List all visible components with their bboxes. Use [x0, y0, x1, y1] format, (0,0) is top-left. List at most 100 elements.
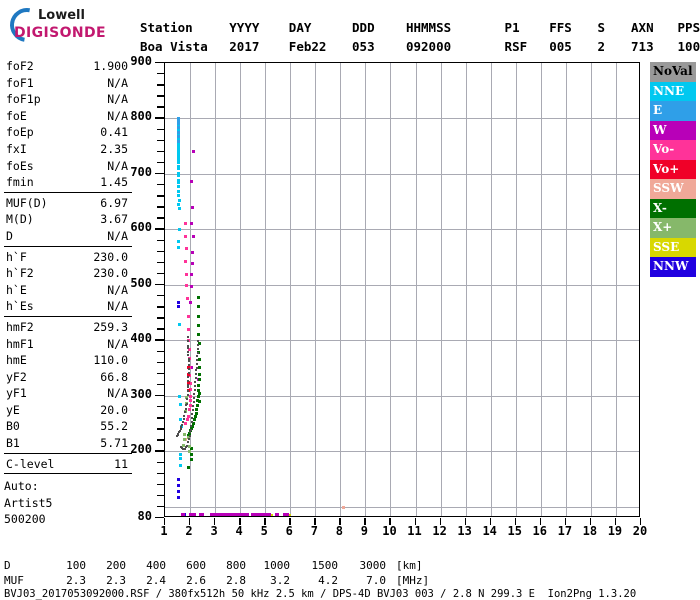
distance-row-value: 600: [186, 559, 206, 572]
distance-row: D 100 200 400 600 800 1000 1500 3000 [km]: [4, 558, 698, 573]
data-point: [186, 414, 190, 418]
x-axis-label: 19: [607, 524, 623, 538]
data-point: [288, 513, 291, 516]
data-point: [177, 154, 181, 158]
legend-item-x-[interactable]: X+: [650, 218, 696, 238]
x-axis-tick: [614, 518, 617, 525]
data-point: [177, 174, 181, 178]
gridline-horizontal: [165, 229, 639, 231]
artist-trace-segment: [188, 438, 191, 441]
param-row: h`F2 230.0: [4, 265, 132, 282]
artist-trace-segment: [180, 445, 183, 448]
x-axis-tick: [314, 518, 316, 525]
artist-trace-segment: [182, 418, 185, 421]
noise-band-segment: [188, 512, 197, 516]
header-label-row-cell: DAY: [288, 20, 312, 35]
y-axis-minor-tick: [157, 139, 164, 142]
param-value: 259.3: [93, 319, 128, 334]
artist-trace-segment: [192, 397, 195, 400]
y-axis-minor-tick: [157, 461, 164, 463]
x-axis-label: 1: [160, 524, 168, 538]
y-axis-minor-tick: [157, 239, 164, 241]
legend-item-w[interactable]: W: [650, 120, 696, 140]
param-value: 1.45: [100, 175, 128, 190]
artist-trace-segment: [181, 446, 184, 449]
artist-trace-segment: [196, 359, 199, 362]
data-point: [197, 372, 201, 376]
artist-trace-segment: [196, 351, 199, 354]
muf-row-value: 2.3: [66, 574, 86, 587]
artist-trace-segment: [187, 358, 190, 361]
param-value: N/A: [107, 228, 128, 243]
data-point: [176, 117, 180, 121]
data-point: [177, 160, 181, 164]
distance-row-value: 200: [106, 559, 126, 572]
gridline-vertical: [365, 63, 367, 516]
legend-item-nnw[interactable]: NNW: [650, 257, 696, 277]
y-axis-tick: [155, 517, 164, 519]
ionogram-plot[interactable]: [164, 62, 640, 517]
legend-item-e[interactable]: E: [650, 101, 696, 121]
data-point: [177, 156, 181, 160]
data-point: [186, 465, 190, 469]
artist-trace-segment: [195, 369, 198, 372]
param-value: 55.2: [100, 419, 128, 434]
param-value: N/A: [107, 158, 128, 173]
data-point: [196, 399, 200, 403]
data-point: [341, 505, 345, 509]
artist-trace-segment: [176, 433, 179, 436]
data-point: [177, 165, 181, 169]
data-point: [197, 391, 201, 395]
data-point: [178, 394, 182, 398]
data-point: [183, 432, 187, 436]
auto-scaler-info: Auto: Artist5 500200: [4, 478, 132, 528]
param-key: hmF1: [6, 336, 34, 351]
legend-item-vo-[interactable]: Vo+: [650, 159, 696, 179]
artist-trace-segment: [187, 371, 190, 374]
y-axis-label: 700: [130, 164, 152, 179]
param-key: yE: [6, 402, 20, 417]
artist-trace-segment: [178, 431, 181, 434]
gridline-vertical: [240, 63, 242, 516]
y-axis-minor-tick: [157, 428, 164, 430]
data-point: [197, 323, 201, 327]
legend-item-vo-[interactable]: Vo-: [650, 140, 696, 160]
y-axis-minor-tick: [157, 372, 164, 375]
header-label-row-cell: PPS: [677, 20, 700, 35]
artist-trace-segment: [186, 385, 189, 388]
distance-row-value: 1000: [263, 559, 291, 572]
muf-row-value: 2.3: [106, 574, 126, 587]
artist-trace-segment: [187, 340, 190, 343]
legend-item-noval[interactable]: NoVal: [650, 62, 696, 82]
artist-trace-segment: [196, 347, 199, 350]
artist-trace-segment: [192, 405, 195, 408]
legend-item-ssw[interactable]: SSW: [650, 179, 696, 199]
data-point: [187, 328, 191, 332]
data-point: [186, 315, 190, 319]
data-point: [190, 427, 194, 431]
data-point: [176, 130, 180, 134]
param-key: h`F: [6, 249, 27, 264]
data-point: [188, 444, 192, 448]
y-axis-minor-tick: [157, 73, 164, 75]
x-axis-label: 3: [210, 524, 218, 538]
param-key: foF2: [6, 59, 34, 73]
legend-item-nne[interactable]: NNE: [650, 81, 696, 101]
param-row: h`E N/A: [4, 282, 132, 299]
param-key: hmF2: [6, 319, 34, 334]
x-axis-tick: [164, 518, 166, 525]
artist-trace-segment: [190, 421, 193, 424]
param-key: B1: [6, 436, 20, 451]
file-info-line: BVJ03_2017053092000.RSF / 380fx512h 50 k…: [4, 588, 637, 600]
data-point: [188, 388, 192, 392]
data-point: [191, 206, 195, 210]
data-point: [184, 283, 188, 287]
param-key: h`Es: [6, 299, 34, 314]
legend-item-sse[interactable]: SSE: [650, 237, 696, 257]
header-value-row-cell: Boa Vista: [140, 39, 208, 54]
data-point: [177, 147, 181, 151]
distance-row-value: 1500: [311, 559, 339, 572]
y-axis-minor-tick: [157, 106, 164, 108]
legend-item-x-[interactable]: X-: [650, 198, 696, 218]
x-axis-tick: [564, 518, 567, 525]
